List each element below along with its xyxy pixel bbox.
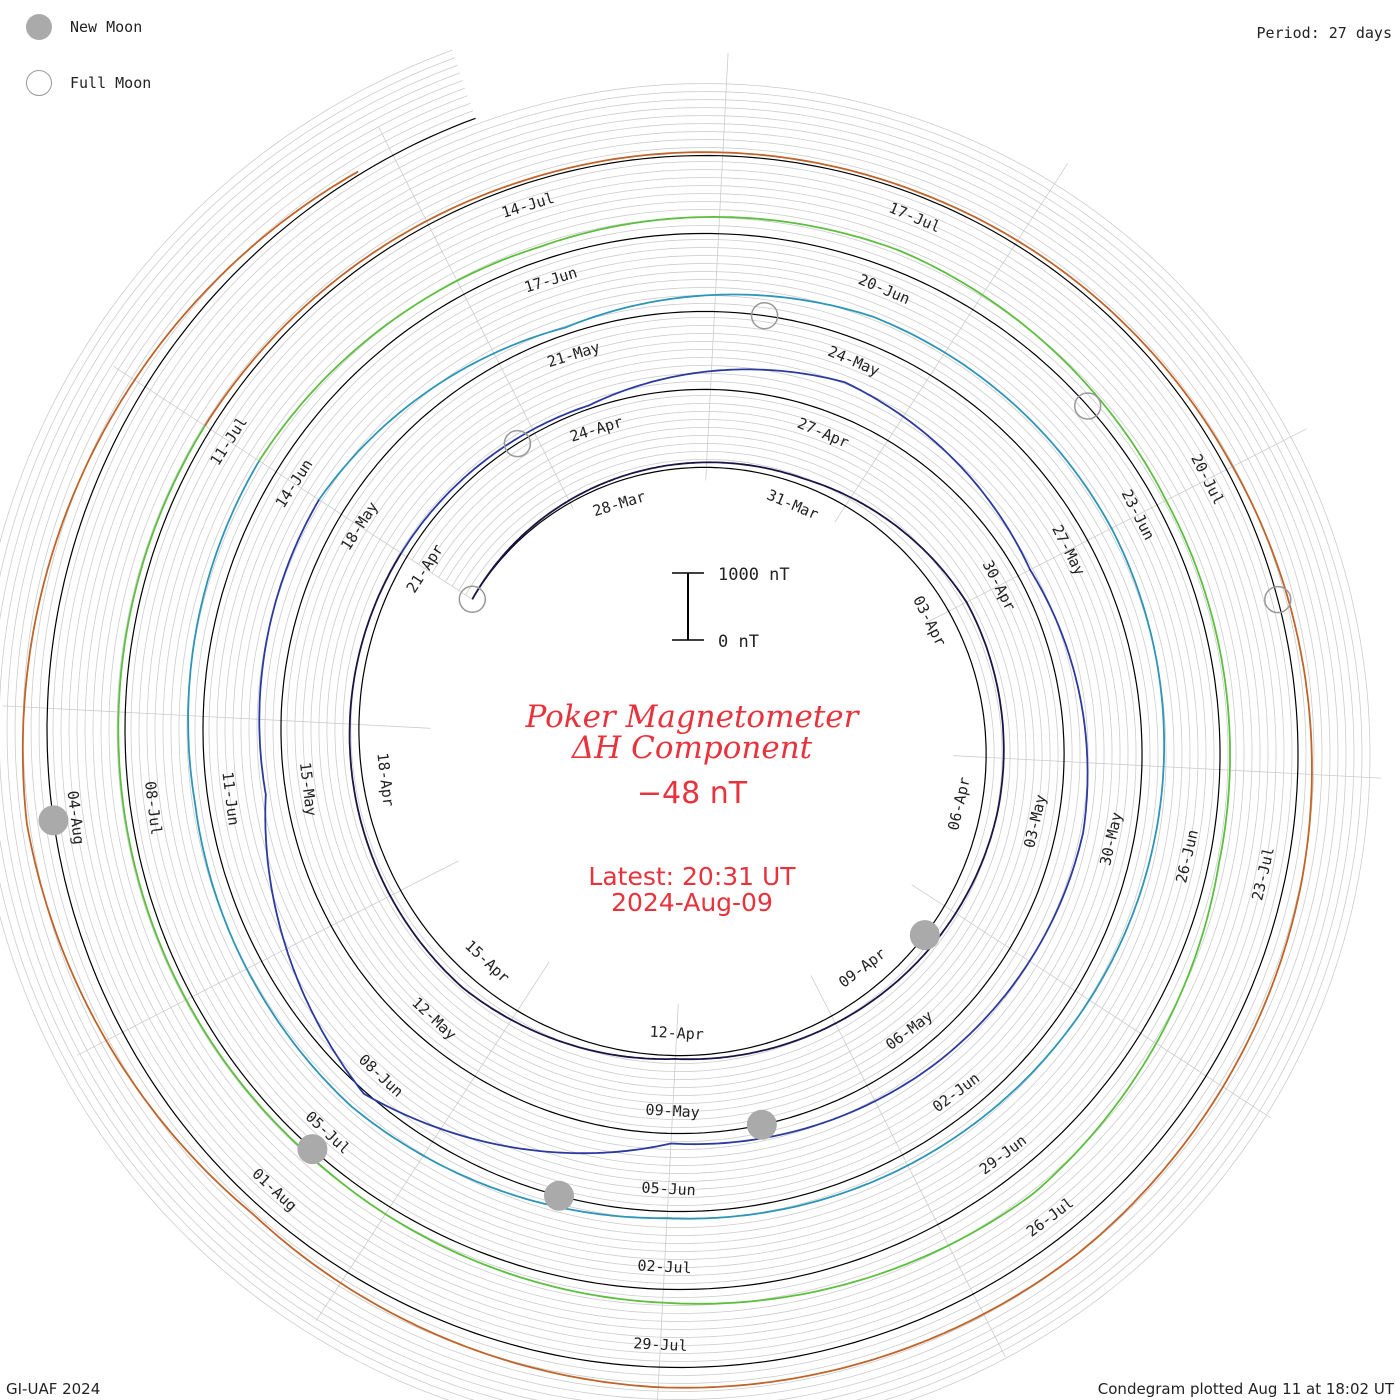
period-label: Period: 27 days <box>1256 24 1392 42</box>
series-line-2 <box>258 368 1089 1155</box>
grid-spoke <box>925 428 1307 624</box>
new-moon-marker <box>746 1109 777 1140</box>
legend-new-moon: New Moon <box>26 14 142 40</box>
legend-full-moon-label: Full Moon <box>70 74 152 92</box>
date-tick-label: 29-Jun <box>976 1131 1030 1178</box>
date-tick-label: 21-Apr <box>403 541 448 596</box>
date-tick-label: 21-May <box>545 338 602 371</box>
date-tick-label: 12-May <box>408 993 460 1043</box>
date-tick-label: 31-Mar <box>764 486 821 524</box>
new-moon-marker <box>38 805 69 836</box>
legend-new-moon-label: New Moon <box>70 18 143 36</box>
grid-ring <box>30 102 1315 1384</box>
date-tick-label: 12-Apr <box>649 1023 704 1044</box>
series-line-3 <box>187 293 1165 1220</box>
date-tick-label: 26-Jul <box>1023 1194 1077 1241</box>
moon-layer <box>38 301 1292 1211</box>
new-moon-icon <box>26 14 52 40</box>
grid-ring <box>38 110 1307 1376</box>
date-tick-label: 09-Apr <box>835 944 889 991</box>
legend-full-moon: Full Moon <box>26 70 151 96</box>
date-tick-label: 17-Jun <box>522 263 579 296</box>
grid-layer <box>0 49 1382 1400</box>
new-moon-marker <box>544 1180 574 1211</box>
grid-ring <box>0 49 1371 1400</box>
grid-ring <box>0 57 1363 1400</box>
grid-spoke <box>77 860 459 1056</box>
grid-ring <box>14 87 1331 1400</box>
baseline-layer <box>46 117 1299 1369</box>
date-tick-label: 30-Apr <box>979 557 1020 613</box>
scale-bar: 1000 nT 0 nT <box>672 565 790 652</box>
latest-date: 2024-Aug-09 <box>611 888 773 917</box>
date-tick-label: 14-Jul <box>499 189 556 222</box>
plotted-label: Condegram plotted Aug 11 at 18:02 UT <box>1097 1380 1394 1398</box>
full-moon-marker <box>1264 585 1292 614</box>
grid-ring <box>22 95 1323 1392</box>
grid-spoke <box>911 884 1271 1119</box>
series-line-1 <box>348 461 1005 1061</box>
new-moon-marker <box>297 1134 328 1165</box>
series-layer <box>21 151 1313 1389</box>
date-tick-label: 14-Jun <box>272 456 317 511</box>
full-moon-marker <box>750 301 779 330</box>
date-tick-label: 03-May <box>1020 793 1050 850</box>
scale-bar-top-label: 1000 nT <box>718 565 790 585</box>
date-tick-label: 27-May <box>1048 522 1089 578</box>
date-tick-label: 26-Jun <box>1172 828 1202 885</box>
grid-ring <box>6 80 1339 1400</box>
title-line1: Poker Magnetometer <box>525 699 861 735</box>
current-value: −48 nT <box>637 776 748 811</box>
date-tick-label: 17-Jul <box>886 199 943 237</box>
grid-ring <box>0 72 1347 1400</box>
scale-bar-bottom-label: 0 nT <box>718 632 759 652</box>
grid-spoke <box>378 127 574 509</box>
date-tick-label: 06-Apr <box>944 775 974 832</box>
date-tick-label: 05-Jun <box>641 1178 696 1199</box>
date-tick-label: 15-Apr <box>461 936 513 986</box>
date-tick-label: 02-Jul <box>637 1256 692 1277</box>
title-line2: ΔH Component <box>571 730 813 766</box>
full-moon-marker <box>1073 392 1102 420</box>
date-tick-label: 06-May <box>882 1007 936 1054</box>
date-tick-label: 29-Jul <box>633 1334 688 1355</box>
date-tick-label: 18-Apr <box>373 752 397 808</box>
spiral-baseline <box>46 117 1299 1369</box>
series-line-5 <box>21 151 1313 1389</box>
date-tick-label: 11-Jun <box>218 771 242 827</box>
credit-label: GI-UAF 2024 <box>6 1380 101 1398</box>
full-moon-marker <box>503 429 532 458</box>
full-moon-marker <box>458 585 487 614</box>
date-tick-label: 20-Jun <box>856 270 913 308</box>
date-tick-label: 23-Jul <box>1248 845 1278 902</box>
date-tick-label: 02-Jun <box>929 1069 983 1116</box>
center-title: Poker Magnetometer ΔH Component −48 nT L… <box>525 699 861 917</box>
date-tick-label: 11-Jul <box>206 414 251 469</box>
series-line-4 <box>117 215 1231 1305</box>
new-moon-marker <box>909 920 940 951</box>
date-tick-label: 24-Apr <box>568 413 625 446</box>
date-tick-label: 15-May <box>296 761 320 817</box>
date-tick-label: 30-May <box>1096 810 1126 867</box>
date-tick-label: 03-Apr <box>909 593 950 649</box>
date-tick-label: 28-Mar <box>591 487 648 520</box>
full-moon-icon <box>26 70 52 96</box>
latest-time: Latest: 20:31 UT <box>588 862 796 891</box>
date-tick-label: 01-Aug <box>249 1165 301 1215</box>
date-tick-label: 27-Apr <box>795 414 852 452</box>
date-tick-label: 18-May <box>337 498 382 553</box>
date-tick-label: 24-May <box>825 342 882 380</box>
grid-spoke <box>705 52 729 481</box>
date-tick-label: 09-May <box>645 1101 700 1122</box>
grid-spoke <box>953 755 1382 779</box>
grid-spoke <box>834 163 1069 523</box>
grid-ring <box>0 65 1355 1400</box>
date-tick-label: 08-Jul <box>141 780 165 836</box>
grid-spoke <box>113 365 473 600</box>
